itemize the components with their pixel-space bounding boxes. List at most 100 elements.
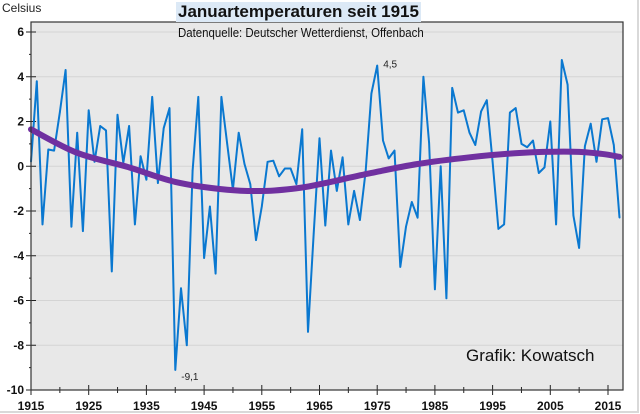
x-tick-label: 1945 [191,399,218,413]
data-point [266,160,269,163]
data-point [284,167,286,170]
data-point [532,139,534,142]
y-tick-label: 6 [17,25,24,39]
x-tick-label: 2005 [537,399,564,413]
data-point [76,131,78,134]
chart-title: Januartemperaturen seit 1915 [176,2,421,22]
x-axis: 1915 1925 1935 1945 1955 1965 1975 1985 1995 2005… [18,385,622,413]
data-point [462,109,465,112]
data-point [451,87,454,89]
x-tick-label: 1965 [306,399,333,413]
data-point [255,239,257,241]
data-point [105,129,107,132]
data-point [301,128,303,131]
y-tick-label: -2 [13,204,24,218]
data-point [503,223,505,226]
data-point [70,225,73,228]
x-tick-label: 1975 [364,399,391,413]
data-point [336,190,338,192]
data-point [474,144,477,146]
y-tick-label: 0 [17,159,24,173]
data-point [134,223,136,226]
data-point [99,125,102,127]
data-point [434,288,436,291]
data-point [566,83,569,86]
data-point [191,169,194,172]
data-point [359,219,361,221]
data-point [197,96,200,98]
data-point [497,228,500,230]
data-point [607,117,609,119]
data-point [307,331,309,333]
data-point [514,107,517,109]
data-point [128,125,130,127]
data-point [185,344,188,347]
data-point [411,201,413,203]
data-point [214,272,217,275]
data-point [601,118,604,121]
data-point [312,232,315,235]
data-point [209,205,211,208]
data-point [203,257,205,259]
data-point [110,270,113,273]
data-point [64,69,67,71]
data-point [537,172,540,174]
data-point [486,99,488,102]
annotations: 4,5 -9,1 [181,60,397,383]
trend-line-polynomial [28,126,623,195]
y-tick-label: -8 [13,338,24,352]
data-point [243,163,246,165]
data-point [445,297,448,300]
y-axis-unit-label: Celsius [2,1,42,15]
y-tick-label: -10 [7,383,25,397]
data-point [180,287,182,289]
data-point [47,148,50,151]
data-point [572,214,575,217]
data-point [220,96,223,98]
data-point [370,92,373,95]
chart-subtitle: Datenquelle: Deutscher Wetterdienst, Off… [178,25,424,40]
data-point [278,175,280,178]
data-point [589,122,592,125]
data-point [157,182,159,184]
data-point [509,111,511,114]
x-tick-label: 1925 [75,399,102,413]
data-point [491,160,494,163]
data-point [382,139,384,142]
data-point [318,137,321,140]
data-point [168,107,171,109]
data-point [249,183,252,185]
data-point [480,110,482,113]
data-point [561,59,563,61]
data-point [555,223,557,226]
data-point [549,120,552,123]
data-point [618,216,621,219]
data-point [261,205,263,208]
data-point [59,111,61,114]
x-tick-label: 1935 [133,399,160,413]
data-point [116,113,119,116]
data-point [347,223,350,226]
data-point [387,157,390,160]
data-label: -9,1 [181,372,199,383]
chart-credit: Grafik: Kowatsch [466,346,595,365]
data-point [162,127,165,130]
data-point [53,149,55,152]
x-tick-label: 1995 [479,399,506,413]
data-point [584,145,586,147]
data-point [324,224,327,227]
data-point [405,225,407,228]
data-point [41,223,44,226]
data-point [416,216,419,219]
data-point [330,149,332,152]
data-point [272,159,275,162]
data-point [174,369,177,371]
y-tick-label: -6 [13,294,24,308]
y-tick-label: 2 [17,115,24,129]
y-tick-label: -4 [13,249,24,263]
data-point [457,111,459,114]
data-point [151,96,153,98]
data-label: 4,5 [383,60,397,71]
plot-border [30,21,624,391]
